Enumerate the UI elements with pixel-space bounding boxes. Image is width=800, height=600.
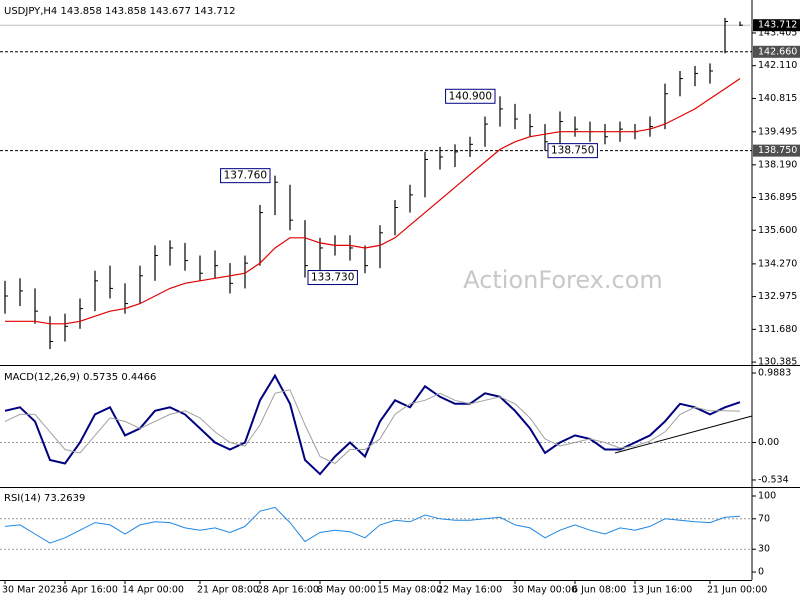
annotation-box xyxy=(220,168,271,184)
y-tick-label: 135.600 xyxy=(758,225,797,236)
series-line xyxy=(5,78,741,325)
x-tick-label: 21 Jun 00:00 xyxy=(707,585,767,596)
x-tick-label: 30 May 00:00 xyxy=(512,585,577,596)
x-tick-label: 6 Apr 16:00 xyxy=(62,585,118,596)
series-line xyxy=(4,506,741,544)
y-tick-label: 142.110 xyxy=(758,60,797,71)
x-tick-label: 8 May 00:00 xyxy=(317,585,376,596)
y-tick-label: 140.815 xyxy=(758,93,797,104)
y-tick-label: 136.895 xyxy=(758,192,797,203)
symbol: USDJPY,H4 xyxy=(4,6,57,17)
rsi-title: RSI(14) xyxy=(4,493,41,504)
x-tick-label: 28 Apr 16:00 xyxy=(257,585,319,596)
y-tick-label: 70 xyxy=(758,513,770,524)
watermark: ActionForex.com xyxy=(463,266,663,294)
x-tick-label: 6 Jun 08:00 xyxy=(572,585,626,596)
annotation-box xyxy=(547,143,598,159)
price-header: USDJPY,H4 143.858 143.858 143.677 143.71… xyxy=(4,6,235,17)
annotation-label: 140.900 xyxy=(449,90,492,102)
level-label: 142.660 xyxy=(758,46,797,57)
annotation-label: 138.750 xyxy=(551,145,594,157)
y-tick-label: 138.190 xyxy=(758,159,797,170)
annotation-box xyxy=(445,88,496,104)
rsi-header: RSI(14) 73.2639 xyxy=(4,493,85,504)
y-tick-label: 0.9883 xyxy=(758,368,791,379)
level-label-box xyxy=(753,45,800,58)
rsi-value: 73.2639 xyxy=(44,493,85,504)
macd-title: MACD(12,26,9) xyxy=(4,372,80,383)
x-tick-label: 30 Mar 2023 xyxy=(2,585,62,596)
series-line xyxy=(4,389,741,465)
y-tick-label: 131.680 xyxy=(758,324,797,335)
level-label: 138.750 xyxy=(758,145,797,156)
level-label-box xyxy=(753,144,800,157)
annotation-label: 133.730 xyxy=(311,272,354,284)
y-tick-label: 139.495 xyxy=(758,126,797,137)
macd-value: 0.5735 xyxy=(83,372,118,383)
trend-line xyxy=(614,415,753,454)
y-tick-label: 134.270 xyxy=(758,258,797,269)
x-tick-label: 14 Apr 00:00 xyxy=(122,585,184,596)
y-tick-label: 130.385 xyxy=(758,357,797,368)
y-tick-label: 30 xyxy=(758,544,770,555)
y-tick-label: 132.975 xyxy=(758,291,797,302)
last-price-label: 143.712 xyxy=(758,20,797,31)
series-line xyxy=(4,373,741,476)
annotation-box xyxy=(307,270,358,286)
y-tick-label: 0 xyxy=(758,567,764,578)
annotation-label: 137.760 xyxy=(224,170,267,182)
high: 143.858 xyxy=(105,6,146,17)
last-price-box xyxy=(753,19,800,32)
low: 143.677 xyxy=(150,6,191,17)
open: 143.858 xyxy=(60,6,101,17)
x-tick-label: 21 Apr 08:00 xyxy=(197,585,259,596)
x-tick-label: 22 May 16:00 xyxy=(437,585,502,596)
macd-header: MACD(12,26,9) 0.5735 0.4466 xyxy=(4,372,156,383)
y-tick-label: -0.534 xyxy=(758,474,789,485)
x-tick-label: 13 Jun 16:00 xyxy=(632,585,692,596)
y-tick-label: 0.00 xyxy=(758,437,779,448)
signal-value: 0.4466 xyxy=(121,372,156,383)
x-tick-label: 15 May 08:00 xyxy=(377,585,442,596)
close: 143.712 xyxy=(194,6,235,17)
y-tick-label: 143.405 xyxy=(758,27,797,38)
y-tick-label: 100 xyxy=(758,490,776,501)
